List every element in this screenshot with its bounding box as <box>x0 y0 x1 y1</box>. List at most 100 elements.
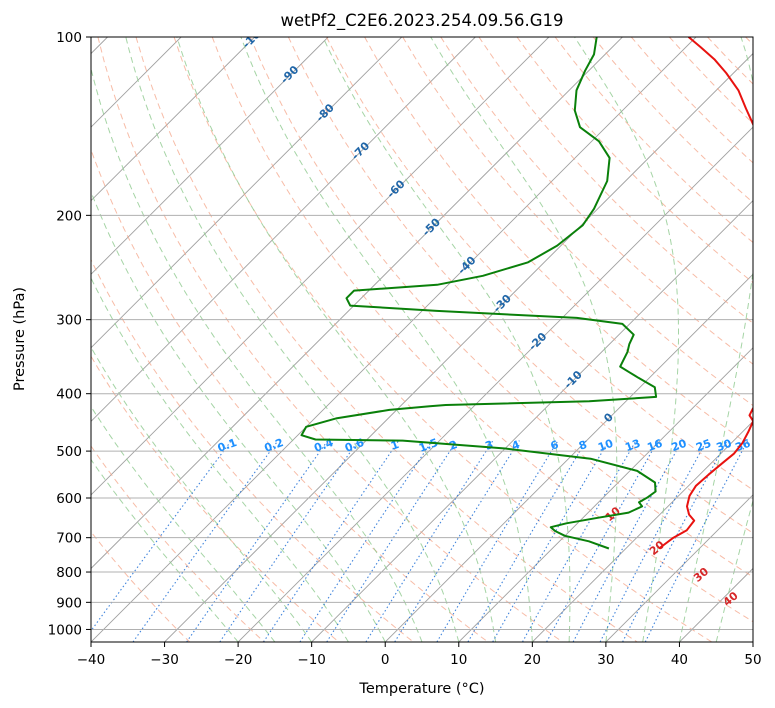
moist-adiabat-line <box>91 458 239 642</box>
mixing-ratio-line <box>91 440 232 632</box>
y-tick-label: 200 <box>56 208 82 224</box>
y-tick-label: 600 <box>56 491 82 507</box>
dry-adiabat-line <box>91 258 414 642</box>
mixing-ratio-label: 0.2 <box>263 436 286 455</box>
isotherm-line <box>605 494 753 642</box>
isotherm-line <box>91 37 329 275</box>
mixing-ratio-label: 1 <box>389 438 401 453</box>
mixing-ratio-line <box>492 440 610 642</box>
moist-adiabat-line <box>91 66 423 642</box>
isotherm-line <box>384 273 753 642</box>
mixing-ratio-label: 20 <box>670 437 689 455</box>
moist-adiabat-line <box>176 37 497 642</box>
mixing-ratio-label: 1.5 <box>417 436 440 455</box>
moist-adiabat-line <box>91 190 386 642</box>
moist-adiabat-line <box>91 405 276 642</box>
isotherm-line <box>237 126 753 642</box>
y-tick-label: 800 <box>56 565 82 581</box>
isotherm-line <box>532 420 753 642</box>
mixing-ratio-line <box>546 440 659 642</box>
mixing-ratio-label: 8 <box>577 438 589 453</box>
dry-adiabat-line <box>91 148 489 642</box>
x-tick-label: 30 <box>597 652 614 668</box>
isotherm-line <box>91 37 255 202</box>
mixing-ratio-label: 10 <box>596 437 615 455</box>
dry-adiabat-line <box>478 37 753 324</box>
temperature-profile <box>658 37 753 550</box>
mixing-ratio-label: 0.1 <box>216 436 239 455</box>
mixing-ratio-label: 6 <box>549 438 561 453</box>
mixing-ratio-line <box>186 440 329 642</box>
x-tick-label: −10 <box>297 652 326 668</box>
y-tick-label: 100 <box>56 30 82 46</box>
dry-adiabat-line <box>440 37 753 365</box>
moist-adiabat-line <box>125 37 460 642</box>
isotherm-line <box>91 37 403 349</box>
dry-adiabat-line <box>97 37 563 642</box>
plot-area <box>91 37 753 642</box>
x-tick-label: 20 <box>524 652 541 668</box>
mixing-ratio-label: 3 <box>483 438 495 453</box>
dry-adiabat-line <box>173 37 713 642</box>
moist-adiabat-line <box>240 37 533 642</box>
y-axis: 100 200 300 400 500 600 700 800 900 1000 <box>48 30 91 638</box>
y-axis-label: Pressure (hPa) <box>12 287 28 391</box>
plot-frame <box>90 36 754 643</box>
dry-adiabat-line <box>211 37 753 623</box>
mixing-ratio-line <box>394 440 520 642</box>
mixing-ratio-line <box>572 440 683 642</box>
dry-adiabat-line <box>91 445 265 642</box>
mixing-ratio-label: 30 <box>715 437 734 455</box>
grid-lines <box>91 37 753 630</box>
x-tick-label: −20 <box>224 652 253 668</box>
dewpoint-profile <box>300 37 658 550</box>
mixing-ratio-line <box>436 440 559 642</box>
mixing-ratio-line <box>365 440 494 642</box>
y-tick-label: 400 <box>56 387 82 403</box>
y-tick-label: 300 <box>56 313 82 329</box>
isotherm-line <box>458 347 753 642</box>
y-tick-label: 1000 <box>48 622 82 638</box>
y-tick-label: 500 <box>56 444 82 460</box>
x-tick-label: 40 <box>671 652 688 668</box>
profile-series <box>300 37 753 550</box>
x-tick-label: 50 <box>744 652 761 668</box>
y-tick-label: 700 <box>56 531 82 547</box>
dry-adiabat-line <box>326 37 753 491</box>
mixing-ratio-line <box>299 440 433 642</box>
plot-background <box>91 37 753 642</box>
mixing-ratio-line <box>644 440 749 642</box>
moist-adiabat-line <box>91 346 313 642</box>
moist-adiabat-line <box>574 37 679 642</box>
isotherm-line <box>752 641 753 642</box>
mixing-ratio-line <box>467 440 587 642</box>
mixing-ratio-line <box>132 440 279 642</box>
x-axis: −40 −30 −20 −10 0 10 20 30 40 50 <box>77 642 762 668</box>
isotherm-line <box>164 52 753 642</box>
mixing-ratio-label: 16 <box>645 437 664 455</box>
dry-adiabat-line <box>402 37 753 407</box>
dry-adiabat-line <box>135 37 638 642</box>
mixing-ratio-line <box>219 440 359 642</box>
mixing-ratio-label: 13 <box>623 437 642 454</box>
dry-adiabat-line <box>91 355 340 642</box>
x-tick-label: −40 <box>77 652 106 668</box>
isotherm-line <box>91 37 476 422</box>
isotherm-line <box>91 37 623 570</box>
moist-adiabat-line <box>91 276 349 642</box>
isotherm-line <box>91 37 550 496</box>
mixing-ratio-label: 4 <box>510 438 522 453</box>
mixing-ratio-line <box>263 440 400 642</box>
moist-adiabat-line <box>678 37 753 642</box>
x-tick-label: 0 <box>381 652 390 668</box>
x-axis-label: Temperature (°C) <box>358 681 484 697</box>
y-tick-label: 900 <box>56 595 82 611</box>
moist-adiabat-line <box>322 37 571 642</box>
x-tick-label: 10 <box>450 652 467 668</box>
moist-adiabat-line <box>430 37 618 642</box>
mixing-ratio-label: 25 <box>694 437 713 454</box>
dry-adiabat-line <box>249 37 753 578</box>
moist-adiabat-line <box>715 498 753 642</box>
x-tick-label: −30 <box>150 652 179 668</box>
